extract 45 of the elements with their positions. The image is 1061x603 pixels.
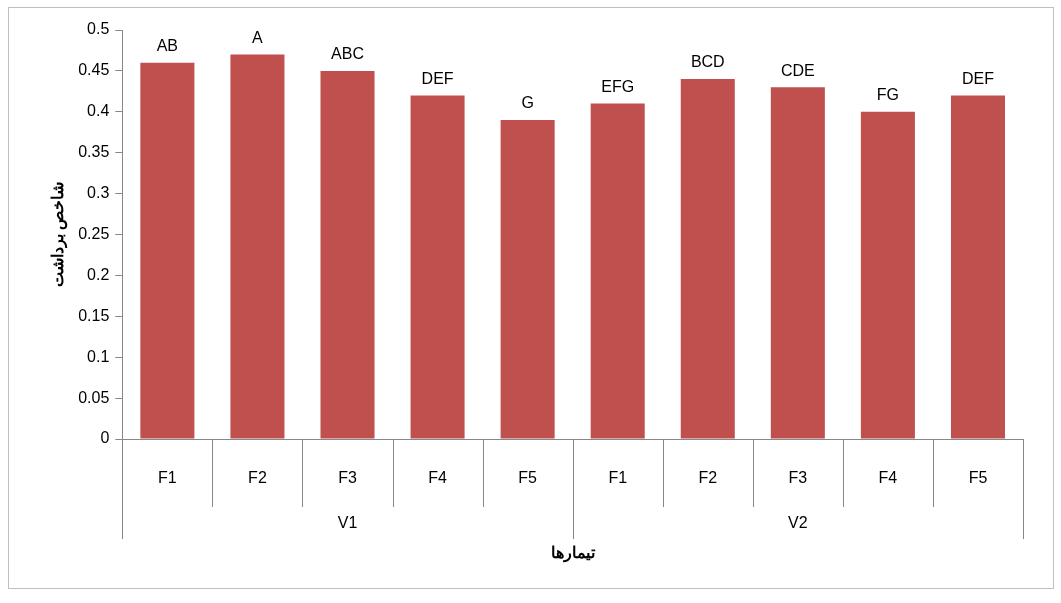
y-tick-label: 0.35 [78, 143, 110, 161]
x-tick-label: F4 [878, 469, 898, 487]
x-tick-label: F1 [158, 469, 177, 487]
data-label: AB [156, 37, 179, 55]
text: V1 [337, 514, 358, 532]
x-tick-label: F5 [518, 469, 538, 487]
x-tick-label: F2 [698, 469, 718, 487]
bar [230, 54, 285, 439]
data-label: BCD [690, 53, 725, 71]
y-tick-label: 0 [100, 429, 110, 447]
x-tick-label: F3 [338, 469, 357, 487]
y-tick-label: 0.4 [87, 102, 110, 120]
bar [500, 119, 555, 439]
bar [770, 87, 825, 439]
y-tick-label: 0.15 [78, 306, 110, 324]
y-axis-title: شاخص برداشت [49, 181, 69, 288]
bar [590, 103, 645, 439]
bar [320, 70, 375, 439]
data-label: ABC [331, 45, 364, 63]
bar [680, 79, 735, 439]
x-tick-label: F1 [608, 469, 628, 487]
y-tick-label: 0.5 [87, 20, 110, 38]
y-tick-label: 0.25 [78, 224, 110, 242]
y-tick-label: 0.3 [87, 184, 110, 202]
y-tick-label: 0.05 [78, 388, 110, 406]
x-tick-label: F4 [428, 469, 448, 487]
y-tick-label: 0.1 [87, 347, 110, 365]
data-label: G [521, 94, 534, 112]
data-label: DEF [421, 69, 454, 87]
x-tick-label: F3 [788, 469, 808, 487]
data-label: FG [876, 86, 900, 104]
bar [860, 111, 915, 439]
data-label: A [252, 28, 264, 46]
data-label: CDE [780, 61, 815, 79]
bar [410, 95, 465, 439]
data-label: DEF [961, 69, 995, 87]
x-axis-title: تیمارها [550, 543, 596, 563]
text: V2 [788, 514, 808, 532]
y-tick-label: 0.2 [87, 265, 110, 283]
x-tick-label: F2 [248, 469, 267, 487]
bar [950, 95, 1005, 439]
bar [140, 62, 195, 439]
x-tick-label: F5 [968, 469, 988, 487]
y-tick-label: 0.45 [78, 61, 110, 79]
data-label: EFG [601, 78, 635, 96]
